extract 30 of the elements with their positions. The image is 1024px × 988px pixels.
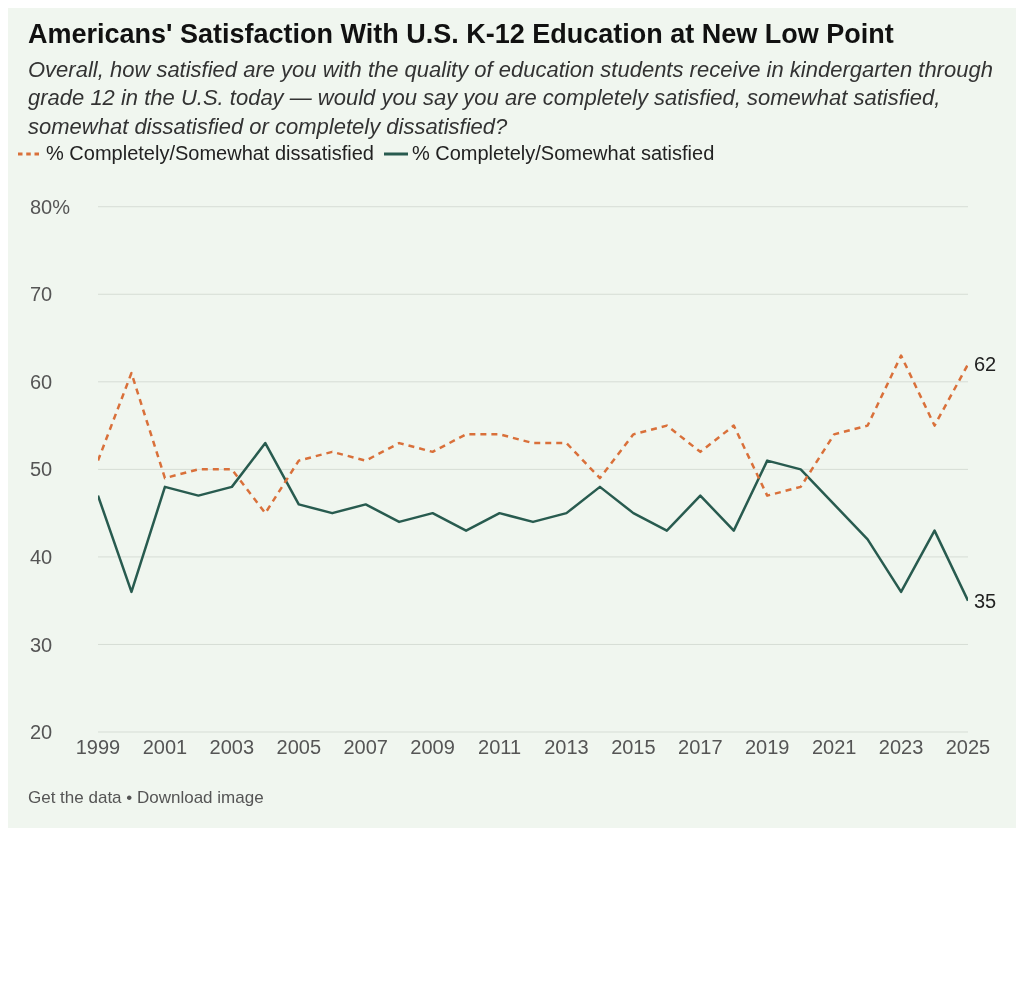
y-tick-label: 30 xyxy=(30,633,53,656)
y-tick-label: 40 xyxy=(30,545,53,568)
line-series xyxy=(98,353,968,514)
x-tick-label: 2007 xyxy=(343,735,388,758)
x-tick-label: 2003 xyxy=(209,735,255,758)
x-tick-label: 2025 xyxy=(945,735,991,758)
y-tick-label: 80% xyxy=(30,195,71,218)
line-series xyxy=(98,441,968,602)
x-tick-label: 2005 xyxy=(276,735,322,758)
data-label: 35 xyxy=(974,589,997,612)
y-tick-label: 20 xyxy=(30,720,53,743)
x-tick-label: 2023 xyxy=(878,735,924,758)
x-tick-label: 2017 xyxy=(678,735,723,758)
x-tick-label: 2019 xyxy=(744,735,790,758)
x-tick-label: 2013 xyxy=(544,735,589,758)
y-tick-label: 50 xyxy=(30,457,53,480)
y-tick-label: 60 xyxy=(30,370,53,393)
x-tick-label: 2015 xyxy=(611,735,656,758)
x-tick-label: 2009 xyxy=(410,735,455,758)
legend-label: % Completely/Somewhat dissatisfied xyxy=(46,141,374,164)
chart-subtitle: Overall, how satisfied are you with the quality of education students receive in kindergarten through grade 12 in the U.S. today — would you say you are completely satisfied, somewhat satisfied, somewhat dissatisfied or completely dissatisfied? xyxy=(27,55,994,141)
chart-title: Americans' Satisfaction With U.S. K-12 Education at New Low Point xyxy=(27,18,895,51)
x-tick-label: 2011 xyxy=(478,735,522,758)
legend-label: % Completely/Somewhat satisfied xyxy=(411,141,715,164)
text: Get the data • Download image xyxy=(27,786,265,808)
data-label: 62 xyxy=(974,352,997,375)
x-tick-label: 1999 xyxy=(75,735,121,758)
y-tick-label: 70 xyxy=(30,282,53,305)
x-tick-label: 2001 xyxy=(142,735,188,758)
x-tick-label: 2021 xyxy=(811,735,857,758)
